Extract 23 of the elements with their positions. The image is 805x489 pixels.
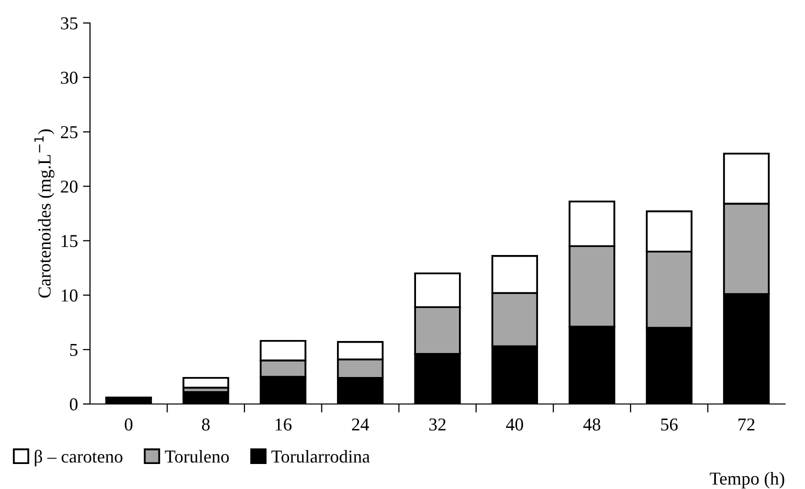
x-tick-label: 48 (583, 418, 600, 431)
bar (182, 376, 230, 389)
x-tick-label: 16 (276, 418, 292, 431)
y-tick-label: 20 (60, 180, 78, 193)
y-axis-title: Carotenoides (mg.L$^{−1}$) (34, 129, 54, 298)
x-tick-label: 56 (661, 418, 678, 431)
y-tick-label: 5 (70, 344, 78, 356)
x-tick-label: 0 (124, 418, 132, 431)
y-tick-label: 30 (61, 72, 78, 84)
legend-label: β – caroteno (34, 450, 122, 466)
y-tick-label: 35 (61, 17, 78, 30)
x-tick-label: 72 (738, 418, 754, 430)
y-tick-label: 15 (62, 235, 78, 248)
x-tick-label: 24 (352, 418, 370, 430)
y-tick-label: 0 (70, 398, 78, 410)
legend-label: Toruleno (164, 450, 229, 463)
x-tick-label: 32 (429, 418, 446, 431)
x-tick-label: 40 (506, 418, 524, 431)
x-tick-label: 8 (202, 418, 210, 431)
legend-label: Torularrodina (271, 450, 370, 463)
y-tick-label: 10 (62, 289, 78, 302)
y-tick-label: 25 (60, 126, 78, 138)
x-axis-title: Tempo (h) (710, 472, 784, 488)
